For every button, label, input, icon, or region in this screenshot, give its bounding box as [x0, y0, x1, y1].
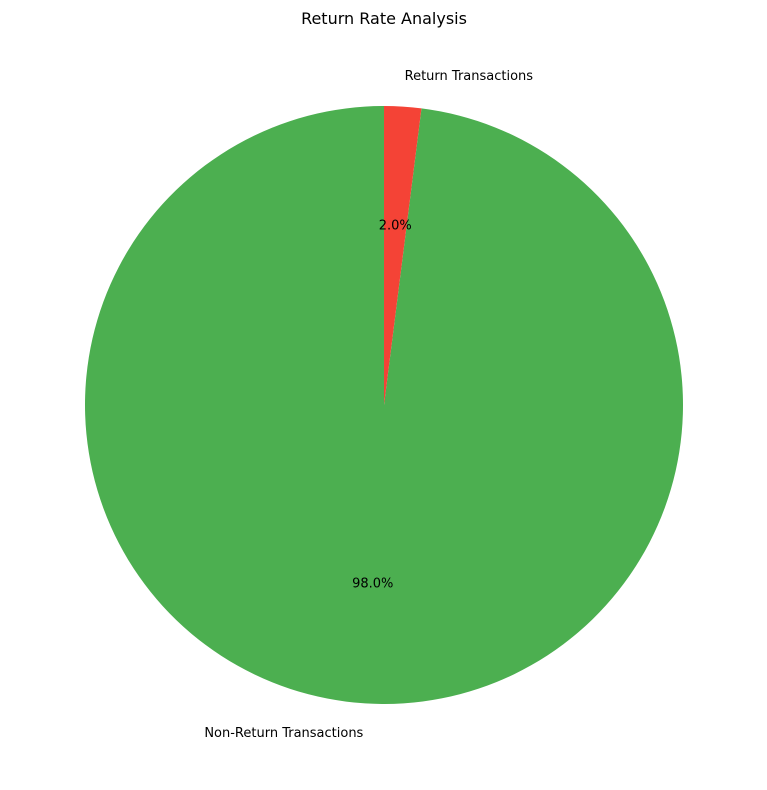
pie-slices	[84, 106, 684, 704]
slice-label-non-return-transactions: Non-Return Transactions	[204, 726, 363, 741]
slice-percentage-return-transactions: 2.0%	[379, 218, 412, 233]
pie-slice-return-transactions	[384, 106, 422, 405]
slice-label-return-transactions: Return Transactions	[405, 69, 534, 84]
slice-percentage-non-return-transactions: 98.0%	[352, 577, 393, 592]
chart-title: Return Rate Analysis	[301, 9, 467, 28]
pie-labels: Non-Return Transactions 98.0% Return Trans…	[204, 69, 533, 741]
